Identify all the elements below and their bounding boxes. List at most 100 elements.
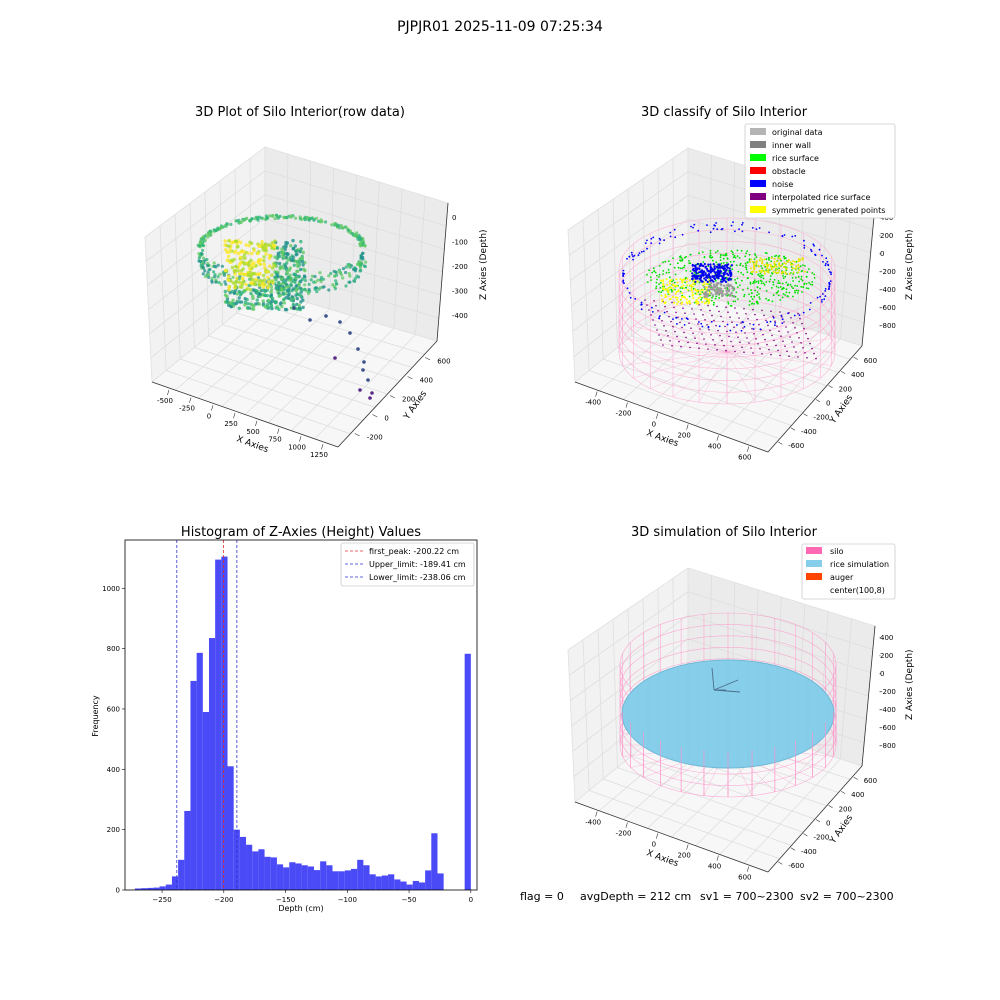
interpolated-point xyxy=(690,327,692,330)
rice-surface-point xyxy=(765,252,768,255)
histogram-bar xyxy=(246,844,253,890)
interpolated-point xyxy=(761,353,763,355)
noise-point xyxy=(780,314,783,317)
symmetric-point xyxy=(761,260,764,263)
rice-surface-point xyxy=(779,286,782,288)
rice-surface-point xyxy=(752,280,755,283)
symmetric-point xyxy=(685,280,688,283)
symmetric-point xyxy=(695,293,698,296)
raw-point xyxy=(283,247,287,251)
p2-y-tick-label: -400 xyxy=(801,428,817,436)
interpolated-point xyxy=(809,342,811,345)
interpolated-point xyxy=(745,313,747,315)
symmetric-point xyxy=(693,282,696,285)
raw-point xyxy=(257,302,261,306)
noise-point xyxy=(694,280,697,283)
raw-point xyxy=(268,214,272,218)
y-axis-line xyxy=(337,340,438,448)
symmetric-point xyxy=(688,300,691,303)
raw-point xyxy=(258,278,263,283)
raw-point xyxy=(291,238,295,243)
rice-surface-point xyxy=(783,255,785,258)
raw-point xyxy=(297,306,302,310)
interpolated-point xyxy=(675,311,677,314)
raw-point xyxy=(340,273,344,277)
noise-point xyxy=(683,324,686,326)
noise-point xyxy=(741,230,744,233)
rice-surface-point xyxy=(772,281,775,284)
rice-surface-point xyxy=(755,280,758,283)
symmetric-point xyxy=(801,257,804,260)
noise-point xyxy=(825,262,827,265)
rice-surface-point xyxy=(730,250,733,253)
rice-surface-point xyxy=(792,295,794,298)
grid-line xyxy=(695,324,797,426)
inner-wall-point xyxy=(714,285,717,289)
interpolated-point xyxy=(672,325,674,328)
interpolated-point xyxy=(770,310,772,313)
interpolated-point xyxy=(724,325,726,328)
raw-point xyxy=(227,278,231,282)
raw-point xyxy=(249,281,254,285)
interpolated-point xyxy=(770,353,772,356)
interpolated-point xyxy=(743,351,745,354)
rice-surface-point xyxy=(656,274,658,277)
rice-surface-point xyxy=(791,277,794,279)
p1-y-tick-label: 600 xyxy=(437,358,450,366)
symmetric-point xyxy=(690,287,693,290)
raw-point xyxy=(359,244,363,248)
rice-surface-point xyxy=(658,276,660,278)
p4-z-tick-label: -600 xyxy=(880,724,896,732)
symmetric-point xyxy=(683,287,685,290)
noise-point xyxy=(718,272,721,275)
symmetric-point xyxy=(691,283,694,286)
raw-point xyxy=(197,259,201,263)
interpolated-point xyxy=(725,306,727,309)
rice-surface-point xyxy=(715,251,717,254)
legend-label: center(100,8) xyxy=(830,586,885,595)
noise-point xyxy=(824,264,827,267)
raw-point xyxy=(250,303,254,307)
raw-point xyxy=(252,248,256,253)
noise-point xyxy=(723,264,727,267)
raw-point xyxy=(233,288,237,293)
rice-surface-point xyxy=(716,250,719,252)
raw-point xyxy=(205,257,209,262)
rice-surface-point xyxy=(730,305,732,307)
interpolated-point xyxy=(716,349,718,351)
rice-surface-point xyxy=(658,265,661,267)
interpolated-point xyxy=(682,307,684,310)
raw-point xyxy=(289,258,293,262)
rice-surface-point xyxy=(760,274,763,277)
symmetric-point xyxy=(801,258,804,261)
raw-point xyxy=(308,318,312,322)
symmetric-point xyxy=(758,259,761,262)
noise-point xyxy=(681,233,684,236)
symmetric-point xyxy=(767,263,770,266)
noise-point xyxy=(791,235,794,238)
raw-point xyxy=(247,284,251,288)
raw-point xyxy=(320,275,324,279)
symmetric-point xyxy=(790,263,792,266)
raw-point xyxy=(299,239,303,244)
raw-point xyxy=(261,282,265,286)
symmetric-point xyxy=(784,271,787,274)
rice-surface-point xyxy=(770,260,773,263)
noise-point xyxy=(720,228,723,231)
raw-point xyxy=(251,296,255,301)
noise-point xyxy=(724,269,727,272)
p2-silo-spoke xyxy=(726,351,821,379)
grid-line xyxy=(719,331,819,435)
symmetric-point xyxy=(772,270,775,273)
panel-3-title: Histogram of Z-Axies (Height) Values xyxy=(181,525,421,540)
rice-surface-point xyxy=(740,249,743,252)
raw-point xyxy=(220,264,224,268)
noise-point xyxy=(751,227,754,229)
raw-point xyxy=(236,252,241,256)
raw-point xyxy=(228,247,232,252)
interpolated-point xyxy=(685,336,687,339)
symmetric-point xyxy=(697,302,700,305)
rice-surface-point xyxy=(668,271,670,274)
noise-point xyxy=(803,244,806,247)
symmetric-point xyxy=(792,271,795,274)
